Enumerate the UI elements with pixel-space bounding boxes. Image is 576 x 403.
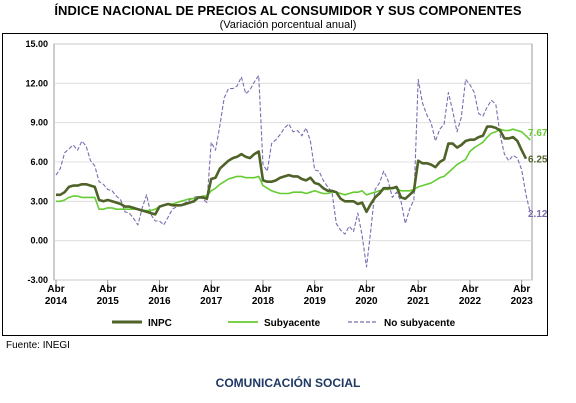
grid-lines bbox=[54, 43, 532, 281]
chart-subtitle: (Variación porcentual anual) bbox=[219, 19, 357, 31]
chart-title: ÍNDICE NACIONAL DE PRECIOS AL CONSUMIDOR… bbox=[54, 3, 522, 18]
x-tick-year: 2017 bbox=[200, 296, 223, 307]
footer-text: COMUNICACIÓN SOCIAL bbox=[215, 376, 361, 390]
x-tick-month: Abr bbox=[47, 284, 64, 295]
x-tick-year: 2016 bbox=[148, 296, 171, 307]
y-tick-label: 3.00 bbox=[30, 196, 48, 206]
chart-frame bbox=[2, 33, 548, 336]
y-tick-label: 9.00 bbox=[30, 118, 48, 128]
series-lines bbox=[55, 74, 531, 268]
y-tick-label: 12.00 bbox=[25, 78, 48, 88]
x-tick-year: 2021 bbox=[407, 296, 430, 307]
y-axis: 15.00 12.00 9.00 6.00 3.00 0.00 -3.00 bbox=[25, 39, 48, 285]
x-tick-month: Abr bbox=[461, 284, 478, 295]
legend-label: Subyacente bbox=[264, 318, 321, 329]
source-note: Fuente: INEGI bbox=[6, 340, 70, 351]
series-line-inpc bbox=[56, 125, 528, 216]
x-tick-month: Abr bbox=[254, 284, 271, 295]
x-tick-month: Abr bbox=[203, 284, 220, 295]
x-tick-year: 2018 bbox=[252, 296, 275, 307]
end-label: 6.25 bbox=[528, 155, 548, 166]
end-labels: 6.25 7.67 2.12 bbox=[528, 128, 548, 220]
x-tick-month: Abr bbox=[151, 284, 168, 295]
y-tick-label: -3.00 bbox=[27, 275, 48, 285]
end-label: 7.67 bbox=[528, 128, 548, 139]
x-tick-year: 2022 bbox=[459, 296, 482, 307]
x-tick-month: Abr bbox=[358, 284, 375, 295]
x-tick-month: Abr bbox=[306, 284, 323, 295]
x-tick-year: 2015 bbox=[97, 296, 120, 307]
legend-label: INPC bbox=[148, 318, 172, 329]
x-tick-month: Abr bbox=[410, 284, 427, 295]
x-tick-year: 2023 bbox=[511, 296, 534, 307]
legend-label: No subyacente bbox=[384, 318, 456, 329]
x-tick-year: 2020 bbox=[355, 296, 378, 307]
x-tick-month: Abr bbox=[513, 284, 530, 295]
series-line-no-subyacente bbox=[55, 74, 531, 268]
x-tick-year: 2019 bbox=[304, 296, 327, 307]
y-tick-label: 15.00 bbox=[25, 39, 48, 49]
end-label: 2.12 bbox=[528, 209, 548, 220]
legend: INPC Subyacente No subyacente bbox=[112, 318, 456, 329]
x-axis: Abr2014Abr2015Abr2016Abr2017Abr2018Abr20… bbox=[45, 280, 533, 307]
y-tick-label: 0.00 bbox=[30, 236, 48, 246]
x-tick-month: Abr bbox=[99, 284, 116, 295]
y-tick-label: 6.00 bbox=[30, 157, 48, 167]
x-tick-year: 2014 bbox=[45, 296, 68, 307]
